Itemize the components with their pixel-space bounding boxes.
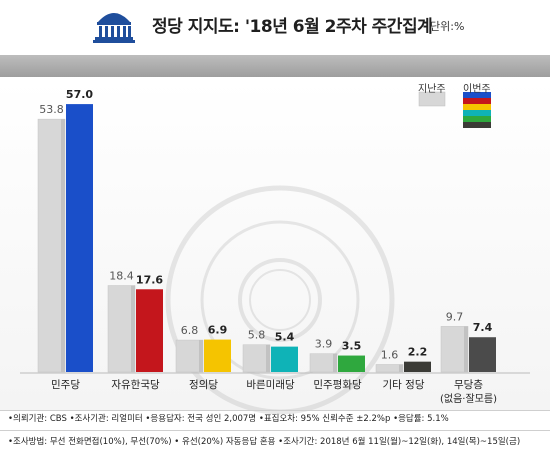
bar-current-0 xyxy=(66,104,93,372)
unit-label: 단위:% xyxy=(430,20,465,33)
bar-previous-4 xyxy=(309,353,338,373)
page-title: 정당 지지도: '18년 6월 2주차 주간집계 xyxy=(152,17,433,37)
bar-previous-0 xyxy=(37,118,66,373)
bar-previous-shade-0 xyxy=(61,119,65,372)
value-label-previous-6: 9.7 xyxy=(446,310,464,323)
category-label-0: 민주당 xyxy=(51,379,80,391)
value-label-previous-1: 18.4 xyxy=(109,270,134,283)
value-label-previous-4: 3.9 xyxy=(315,338,333,351)
legend-current-swatch-stripe-1 xyxy=(463,98,491,104)
survey-info-line-1: •의뢰기관: CBS •조사기관: 리얼미터 •응용답자: 전국 성인 2,00… xyxy=(8,414,449,424)
survey-info-line-2: •조사방법: 무선 전화면접(10%), 무선(70%) • 유선(20%) 자… xyxy=(8,437,521,447)
legend-current-swatch-stripe-5 xyxy=(463,122,491,128)
legend-current-label: 이번주 xyxy=(463,84,491,95)
national-assembly-seal-watermark-icon xyxy=(165,185,395,415)
bar-previous-shade-3 xyxy=(266,344,270,372)
value-label-current-2: 6.9 xyxy=(208,324,228,337)
value-label-current-0: 57.0 xyxy=(66,88,93,101)
value-label-previous-5: 1.6 xyxy=(381,348,399,361)
value-label-current-4: 3.5 xyxy=(342,340,362,353)
value-label-current-5: 2.2 xyxy=(408,346,428,359)
category-label-2: 정의당 xyxy=(189,379,218,391)
bar-current-6 xyxy=(469,337,496,372)
bar-previous-5 xyxy=(375,364,404,373)
header-band xyxy=(0,55,550,77)
bar-current-2 xyxy=(204,339,231,372)
category-label-1: 자유한국당 xyxy=(111,379,160,391)
category-label-3: 바른미래당 xyxy=(246,379,295,391)
bar-previous-1 xyxy=(107,285,136,373)
bar-chart: 53.857.0 민주당 18.4 17.6 자유한국당 6.8 6.9 정의당 5.8 5.4 바… xyxy=(20,88,530,405)
bar-current-5 xyxy=(404,361,431,372)
footer-divider-top xyxy=(0,410,550,411)
category-label-6: 무당층 xyxy=(454,379,483,391)
legend-current-swatch-stripe-2 xyxy=(463,104,491,110)
bar-current-4 xyxy=(338,355,365,372)
national-assembly-logo-icon xyxy=(93,13,135,43)
legend-previous-label: 지난주 xyxy=(418,84,446,95)
bar-previous-shade-1 xyxy=(131,285,135,372)
bar-previous-3 xyxy=(242,344,271,373)
value-label-previous-2: 6.8 xyxy=(181,324,199,337)
footer-divider xyxy=(0,430,550,431)
legend-current-swatch-stripe-0 xyxy=(463,92,491,98)
category-label-5: 기타 정당 xyxy=(383,379,425,391)
bar-current-3 xyxy=(271,346,298,372)
header: 정당 지지도: '18년 6월 2주차 주간집계 단위:% xyxy=(0,0,550,52)
bar-previous-shade-5 xyxy=(399,364,403,372)
legend-current-swatch-stripe-4 xyxy=(463,116,491,122)
value-label-current-3: 5.4 xyxy=(275,331,295,344)
bar-previous-2 xyxy=(175,339,204,373)
category-label-4: 민주평화당 xyxy=(313,379,362,391)
legend-previous-swatch xyxy=(418,91,446,107)
bar-previous-shade-6 xyxy=(464,326,468,372)
category-sublabel-6: (없음·잘모름) xyxy=(440,392,497,405)
value-label-current-1: 17.6 xyxy=(136,273,163,286)
bar-current-1 xyxy=(136,289,163,372)
survey-info-footer: •의뢰기관: CBS •조사기관: 리얼미터 •응용답자: 전국 성인 2,00… xyxy=(0,410,550,456)
bar-previous-6 xyxy=(440,326,469,373)
bar-previous-shade-2 xyxy=(199,340,203,372)
value-label-previous-0: 53.8 xyxy=(39,103,64,116)
legend-current-swatch-stripe-3 xyxy=(463,110,491,116)
value-label-current-6: 7.4 xyxy=(473,321,493,334)
value-label-previous-3: 5.8 xyxy=(248,329,266,342)
bar-previous-shade-4 xyxy=(333,353,337,372)
